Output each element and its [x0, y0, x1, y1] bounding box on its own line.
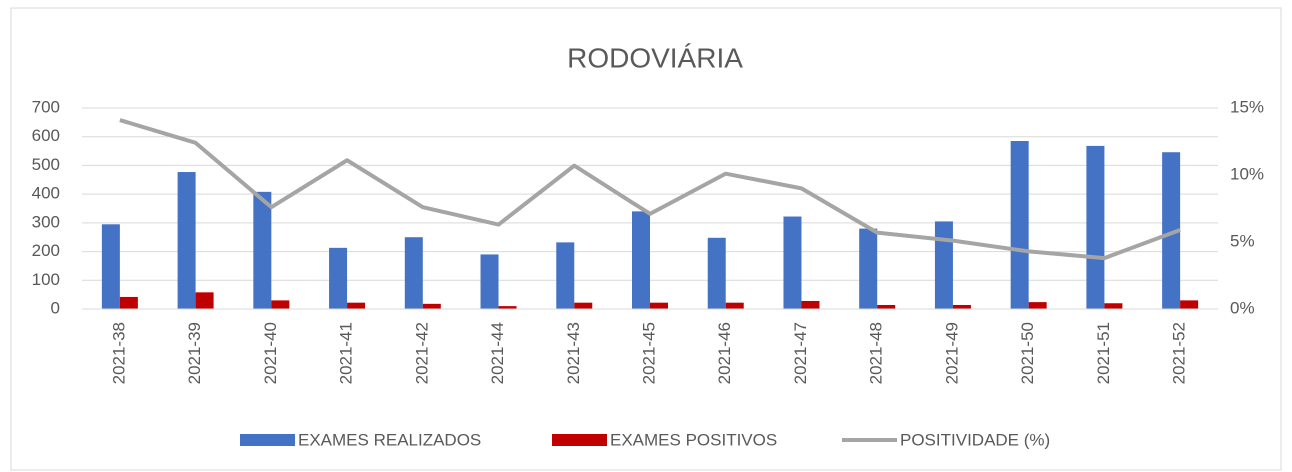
bar [422, 303, 441, 309]
bar [707, 237, 726, 309]
y-tick-label: 200 [32, 241, 60, 260]
x-tick-label: 2021-49 [942, 322, 961, 384]
y2-tick-label: 5% [1230, 231, 1255, 250]
x-tick-label: 2021-46 [715, 322, 734, 384]
legend-label: EXAMES POSITIVOS [610, 430, 777, 449]
y-tick-label: 400 [32, 184, 60, 203]
bar [404, 237, 423, 309]
y2-tick-label: 15% [1230, 97, 1264, 116]
bar [101, 224, 120, 309]
legend-swatch [240, 434, 295, 446]
x-tick-label: 2021-45 [639, 322, 658, 384]
bar [271, 300, 290, 309]
bar [1010, 141, 1029, 309]
x-tick-label: 2021-38 [109, 322, 128, 384]
y-tick-label: 600 [32, 126, 60, 145]
legend-label: EXAMES REALIZADOS [298, 430, 481, 449]
y-tick-label: 300 [32, 212, 60, 231]
x-tick-label: 2021-50 [1018, 322, 1037, 384]
x-tick-label: 2021-43 [564, 322, 583, 384]
x-tick-label: 2021-40 [261, 322, 280, 384]
bar [347, 302, 366, 309]
bar [1028, 302, 1047, 309]
x-tick-label: 2021-41 [337, 322, 356, 384]
x-tick-label: 2021-52 [1170, 322, 1189, 384]
bar [783, 216, 802, 309]
bar [859, 228, 878, 309]
bar [1104, 303, 1123, 309]
bar [329, 247, 348, 309]
bar [119, 296, 138, 309]
y-tick-label: 500 [32, 155, 60, 174]
legend-label: POSITIVIDADE (%) [900, 430, 1050, 449]
x-tick-label: 2021-47 [791, 322, 810, 384]
y2-tick-label: 0% [1230, 298, 1255, 317]
x-tick-label: 2021-48 [867, 322, 886, 384]
bar [498, 306, 517, 309]
bar [725, 302, 744, 309]
chart-title: RODOVIÁRIA [567, 42, 743, 73]
bar [1180, 300, 1199, 309]
y2-tick-label: 10% [1230, 164, 1264, 183]
bar [480, 254, 499, 309]
bar [195, 292, 214, 309]
x-tick-label: 2021-44 [488, 322, 507, 384]
bar [650, 302, 668, 309]
bar [253, 191, 272, 309]
bar [952, 304, 971, 309]
x-tick-label: 2021-51 [1094, 322, 1113, 384]
x-tick-label: 2021-39 [185, 322, 204, 384]
x-tick-label: 2021-42 [412, 322, 431, 384]
legend-swatch [552, 434, 607, 446]
bar [934, 221, 953, 309]
bar [877, 304, 896, 309]
bar [632, 211, 650, 309]
bar [556, 242, 575, 309]
bar [801, 300, 820, 309]
bar [177, 172, 196, 309]
bar [1162, 152, 1181, 309]
y-tick-label: 0 [51, 298, 60, 317]
line-series [119, 118, 1181, 261]
bar [574, 302, 593, 309]
bar [1086, 145, 1105, 309]
y-tick-label: 700 [32, 97, 60, 116]
y-tick-label: 100 [32, 270, 60, 289]
